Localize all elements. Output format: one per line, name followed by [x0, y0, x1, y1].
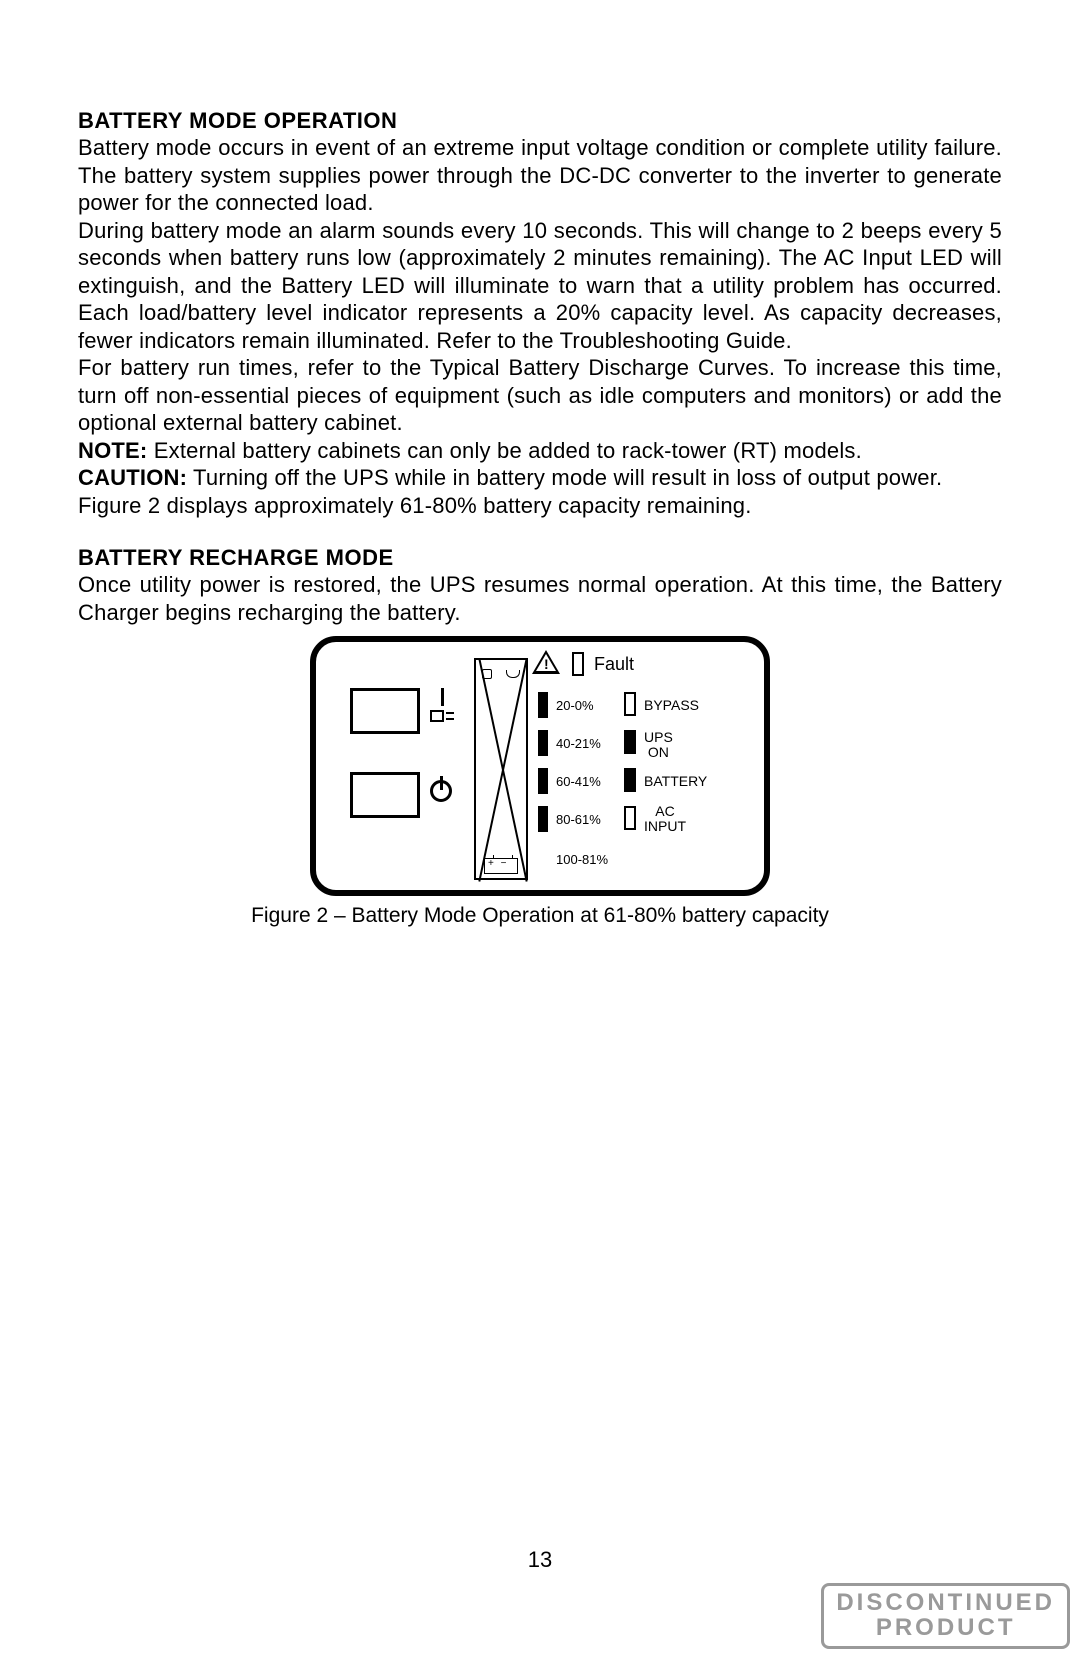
section1-heading: BATTERY MODE OPERATION: [78, 108, 1002, 134]
section1-note: NOTE: External battery cabinets can only…: [78, 437, 1002, 465]
section2-heading: BATTERY RECHARGE MODE: [78, 545, 1002, 571]
section2-p1: Once utility power is restored, the UPS …: [78, 571, 1002, 626]
level-label-5: 100-81%: [556, 852, 608, 867]
document-page: BATTERY MODE OPERATION Battery mode occu…: [0, 0, 1080, 928]
level-bar-2: [538, 730, 548, 756]
ac-input-led-icon: [624, 806, 636, 830]
section1-p3: For battery run times, refer to the Typi…: [78, 354, 1002, 437]
level-label-2: 40-21%: [556, 736, 601, 751]
caution-text: Turning off the UPS while in battery mod…: [187, 465, 942, 490]
gauge-top-icon: [482, 666, 520, 682]
power-icon: [428, 778, 454, 804]
bypass-led-icon: [624, 692, 636, 716]
figure-caption: Figure 2 – Battery Mode Operation at 61-…: [251, 904, 829, 928]
ups-on-label: UPSON: [644, 730, 673, 759]
section1-p1: Battery mode occurs in event of an extre…: [78, 134, 1002, 217]
stamp-line2: PRODUCT: [876, 1614, 1016, 1641]
on-plug-icon: [430, 688, 454, 724]
ups-on-led-icon: [624, 730, 636, 754]
level-bar-1: [538, 692, 548, 718]
figure2: ! Fault 20-0% 40-21% 60-41% 80-61% 100-8…: [78, 636, 1002, 928]
level-label-1: 20-0%: [556, 698, 594, 713]
battery-label: BATTERY: [644, 774, 707, 789]
note-text: External battery cabinets can only be ad…: [147, 438, 861, 463]
fault-led-icon: [572, 652, 584, 676]
level-label-3: 60-41%: [556, 774, 601, 789]
level-label-4: 80-61%: [556, 812, 601, 827]
ups-panel-diagram: ! Fault 20-0% 40-21% 60-41% 80-61% 100-8…: [310, 636, 770, 896]
section1-caution: CAUTION: Turning off the UPS while in ba…: [78, 464, 1002, 492]
fault-label: Fault: [594, 654, 634, 675]
stamp-line1: DISCONTINUED: [836, 1589, 1055, 1616]
warning-bang: !: [544, 656, 549, 672]
level-bar-4: [538, 806, 548, 832]
note-label: NOTE:: [78, 438, 147, 463]
level-bar-3: [538, 768, 548, 794]
off-button-icon: [350, 772, 420, 818]
on-button-icon: [350, 688, 420, 734]
caution-label: CAUTION:: [78, 465, 187, 490]
discontinued-stamp: DISCONTINUED PRODUCT: [821, 1583, 1070, 1649]
page-number: 13: [0, 1547, 1080, 1573]
level-gauge-icon: [474, 658, 528, 880]
battery-led-icon: [624, 768, 636, 792]
section1-p4: Figure 2 displays approximately 61-80% b…: [78, 492, 1002, 520]
ac-input-label: ACINPUT: [644, 804, 686, 833]
battery-icon: [484, 858, 518, 874]
bypass-label: BYPASS: [644, 698, 699, 713]
section1-p2: During battery mode an alarm sounds ever…: [78, 217, 1002, 355]
